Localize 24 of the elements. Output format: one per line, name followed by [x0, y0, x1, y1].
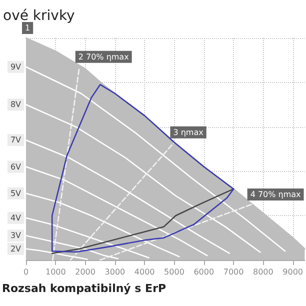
annotation: 3 ηmax — [173, 128, 204, 137]
annotation: 2 70% ηmax — [78, 52, 130, 62]
x-tick-label: 5000 — [164, 268, 184, 276]
x-tick-label: 4000 — [134, 268, 155, 276]
series-label: 8V — [10, 100, 22, 110]
series-label: 2V — [10, 244, 22, 254]
x-tick-label: 2000 — [75, 268, 96, 276]
chart-title: ové krivky — [3, 8, 75, 24]
annotation: 4 70% ηmax — [250, 190, 302, 199]
series-label: 6V — [10, 162, 22, 172]
series-label: 4V — [10, 213, 22, 222]
x-tick-label: 9000 — [282, 268, 303, 276]
series-label: 3V — [10, 231, 22, 240]
series-label: 9V — [10, 62, 22, 72]
x-tick-label: 6000 — [194, 268, 214, 276]
text: Rozsah kompatibilný s ErP — [2, 282, 166, 295]
x-tick-label: 7000 — [223, 268, 244, 276]
series-label: 7V — [10, 136, 22, 145]
x-tick-label: 3000 — [104, 268, 126, 276]
x-tick-label: 8000 — [252, 268, 274, 276]
x-tick-label: 1000 — [45, 268, 66, 276]
series-label: 5V — [10, 188, 22, 198]
annotation: 1 — [25, 24, 30, 32]
x-tick-label: 0 — [23, 268, 29, 276]
